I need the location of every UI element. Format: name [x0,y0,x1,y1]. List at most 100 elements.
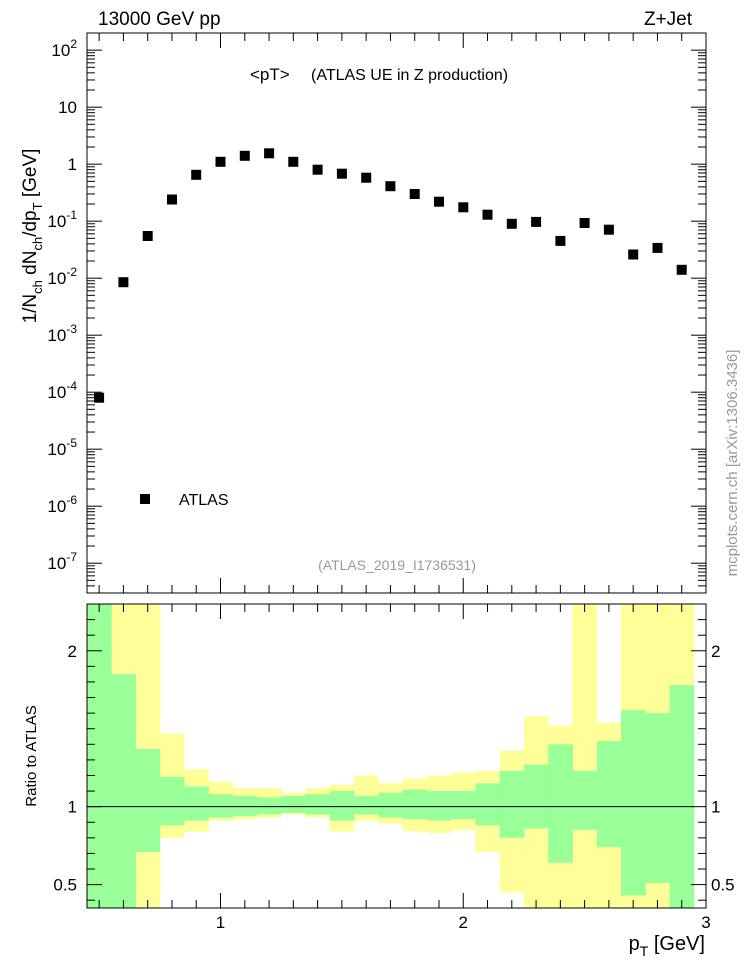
ratio-band-bin [184,786,209,821]
ratio-band-bin [572,770,598,830]
data-point [385,181,396,192]
data-point [628,249,639,260]
xlabel-part: p [629,933,640,955]
y-tick-exponent: -1 [66,208,77,222]
y-tick-label: 10-7 [47,550,77,573]
ratio-band-bin [232,795,258,817]
data-point [506,218,517,229]
ratio-band-bin [523,764,549,829]
data-point [118,277,129,288]
ratio-y-tick-label-left: 2 [68,642,77,661]
chart-title: <pT> [250,65,290,84]
data-point [676,264,687,275]
y-tick-label: 10-4 [47,379,77,402]
axis-ticks [87,32,707,908]
ratio-band-bin [281,795,306,813]
side-source-label: mcplots.cern.ch [arXiv:1306.3436] [724,350,741,577]
ratio-y-tick-label-left: 0.5 [53,876,77,895]
main-y-axis-title: 1/Nch dNch/dpT [GeV] [20,149,45,324]
y-tick-exponent: -3 [66,322,77,336]
ratio-band-bin [135,749,161,852]
y-tick-base: 10 [47,383,66,402]
chart-subtitle: (ATLAS UE in Z production) [311,67,508,84]
xlabel-part: [GeV] [648,933,705,955]
data-point [409,189,420,199]
ratio-band-bin [329,791,355,821]
main-plot-frame [86,32,707,594]
y-tick-exponent: -2 [66,265,77,279]
header-left-label: 13000 GeV pp [98,9,221,30]
ratio-band-bin [159,777,185,826]
legend-label-atlas: ATLAS [179,492,229,509]
ratio-band-bin [378,792,403,818]
y-tick-exponent: -5 [66,436,77,450]
analysis-tag: (ATLAS_2019_I1736531) [318,557,476,573]
ratio-band-bin [256,797,282,815]
ylabel-part: dN [20,251,41,281]
data-point [458,202,469,213]
data-point [215,156,226,167]
y-tick-exponent: -4 [66,379,77,393]
ylabel-sub: T [30,202,45,210]
y-tick-base: 10 [47,212,66,231]
ratio-band-bin [645,713,670,883]
data-point [336,168,347,179]
data-point [167,194,177,205]
y-tick-exponent: 2 [70,37,77,51]
x-tick-label: 1 [216,913,225,932]
y-tick-exponent: -6 [66,493,77,507]
ratio-y-tick-label-right: 0.5 [711,876,735,895]
y-tick-label: 10-1 [47,208,77,231]
y-tick-label: 102 [51,37,77,60]
legend-marker-atlas [140,494,150,504]
x-tick-label: 3 [701,913,710,932]
ratio-y-tick-label-right: 2 [711,642,720,661]
xlabel-sub: T [640,943,649,959]
ratio-y-tick-label-right: 1 [711,798,720,817]
ratio-y-axis-title: Ratio to ATLAS [23,705,40,806]
y-tick-base: 10 [47,554,66,573]
x-tick-label: 2 [459,913,468,932]
data-points [94,148,687,403]
data-point [191,169,202,180]
data-point [361,172,372,183]
ylabel-part: 1/N [20,294,41,324]
ratio-band-bin [548,744,573,863]
ratio-band-bin [451,791,476,820]
data-point [288,156,299,167]
y-tick-label: 10-3 [47,322,77,345]
y-tick-label: 10 [58,98,77,117]
ratio-band-bin [87,604,112,908]
y-tick-base: 1 [68,155,77,174]
header-right-label: Z+Jet [644,9,693,30]
y-tick-label: 10-2 [47,265,77,288]
data-point [482,209,493,220]
data-point [264,148,275,159]
ylabel-sub: ch [30,280,45,294]
data-point [531,216,542,227]
y-tick-label: 10-6 [47,493,77,516]
y-tick-label: 1 [68,155,77,174]
y-tick-base: 10 [47,326,66,345]
ratio-y-tick-label-left: 1 [68,798,77,817]
data-point [142,231,153,241]
y-tick-label: 10-5 [47,436,77,459]
data-point [579,218,590,228]
ratio-band-bin [111,674,136,908]
ylabel-part: [GeV] [20,149,41,203]
ratio-band-bin [669,685,695,908]
ratio-plot-frame [86,603,707,909]
data-point [94,392,105,403]
ratio-band-bin [208,794,234,818]
data-point [555,235,566,246]
x-axis-title: pT [GeV] [629,933,705,959]
y-tick-base: 10 [47,269,66,288]
ratio-band-bin [621,710,646,896]
ratio-band-bin [499,770,525,838]
data-point [239,150,250,161]
data-point [603,224,614,235]
ratio-bands [87,604,695,908]
y-tick-exponent: -7 [66,550,77,564]
